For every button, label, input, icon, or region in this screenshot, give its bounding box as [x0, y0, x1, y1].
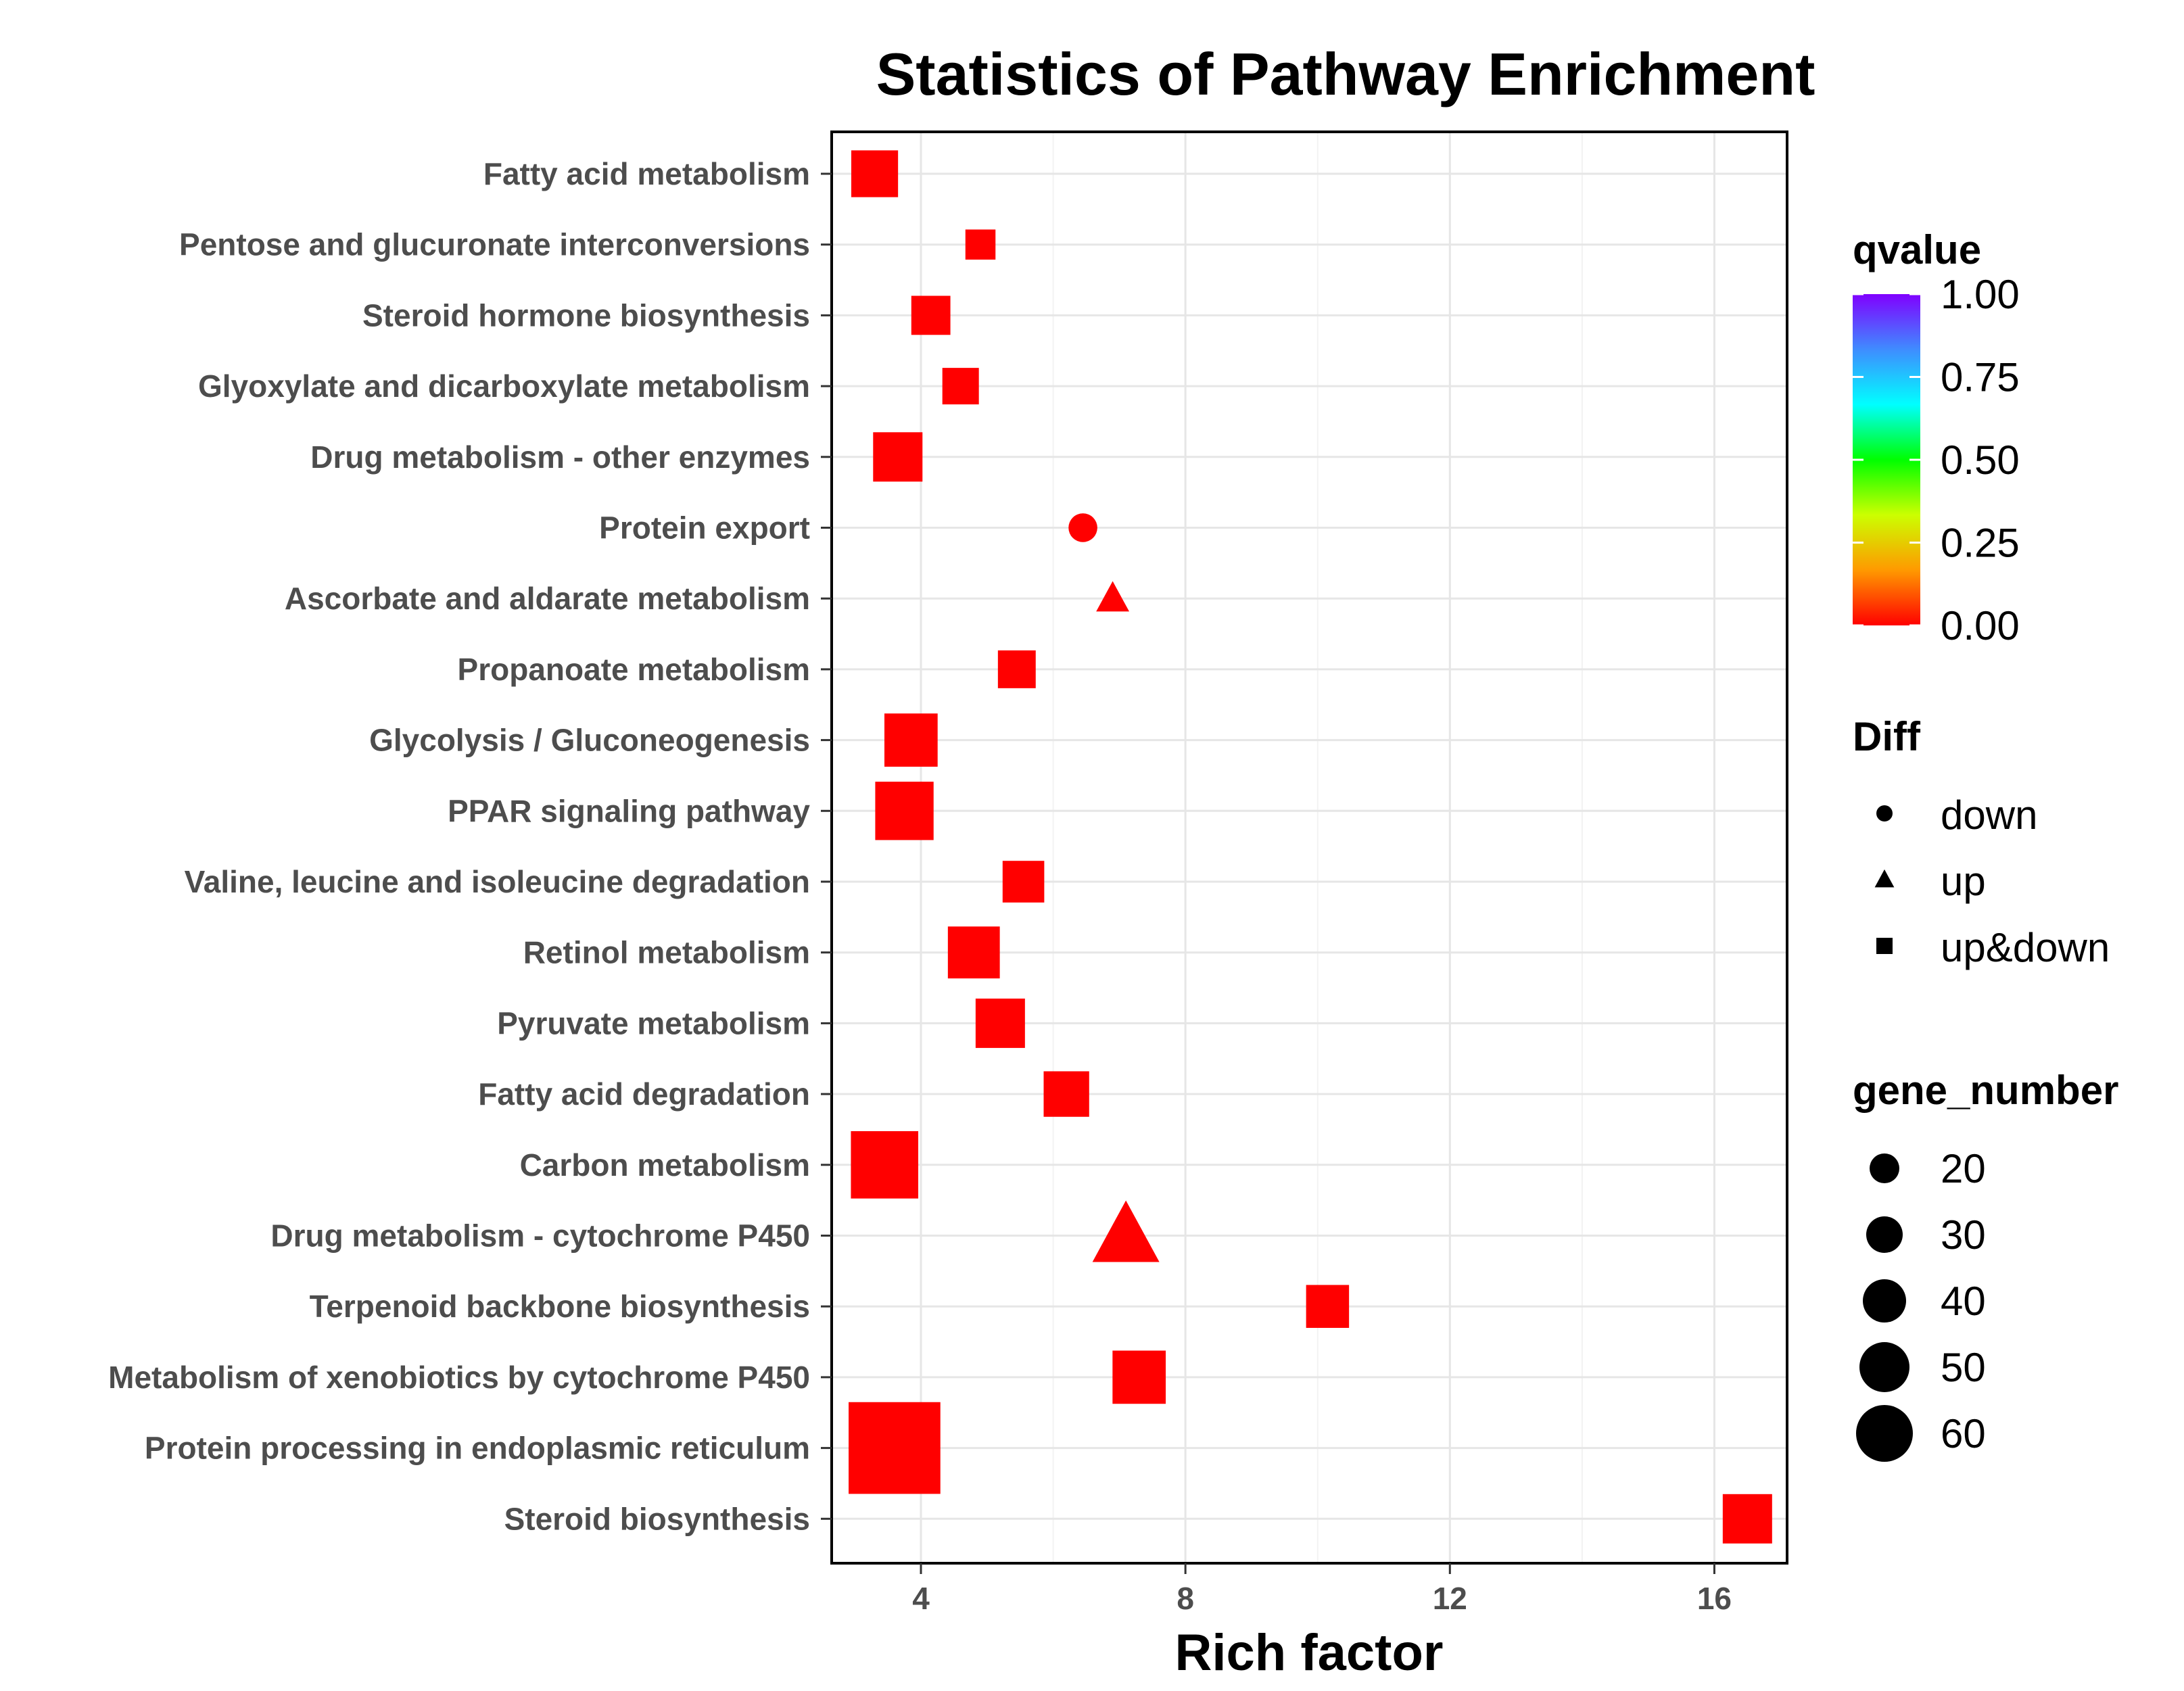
x-tick-label: 12 — [1433, 1581, 1467, 1616]
data-point — [884, 713, 938, 767]
x-axis-title: Rich factor — [1175, 1624, 1444, 1682]
y-tick-label: PPAR signaling pathway — [448, 793, 810, 828]
data-point — [1002, 861, 1045, 903]
y-tick-label: Terpenoid backbone biosynthesis — [310, 1289, 810, 1324]
y-tick-label: Fatty acid degradation — [478, 1076, 810, 1112]
x-tick-label: 16 — [1697, 1581, 1732, 1616]
gene-number-legend-items: 20 30 40 50 60 — [1856, 1146, 1986, 1462]
data-point — [1068, 513, 1097, 542]
qvalue-ticks: 1.00 0.75 0.50 0.25 0.00 — [1853, 272, 2020, 648]
plot-border — [830, 130, 1788, 1565]
grid-major — [832, 132, 1787, 1563]
qvalue-colorbar — [1853, 294, 1920, 625]
data-point — [975, 998, 1025, 1048]
legend-diff-title: Diff — [1853, 714, 1921, 759]
colorbar-tick-label: 0.00 — [1941, 603, 2020, 648]
diff-legend-label: up&down — [1941, 925, 2110, 970]
data-point — [965, 229, 996, 260]
y-tick-label: Retinol metabolism — [523, 935, 810, 970]
y-tick-label: Glycolysis / Gluconeogenesis — [369, 723, 810, 758]
data-point — [849, 1402, 941, 1494]
gene-number-legend-key — [1859, 1342, 1909, 1392]
gene-number-legend-label: 60 — [1941, 1411, 1986, 1456]
y-tick-label: Protein export — [599, 510, 810, 546]
gene-number-legend-label: 50 — [1941, 1345, 1986, 1390]
legend-qvalue-title: qvalue — [1853, 227, 1981, 272]
data-points — [849, 150, 1772, 1544]
data-point — [851, 150, 899, 197]
gene-number-legend-label: 20 — [1941, 1146, 1986, 1191]
diff-legend-key-triangle — [1874, 869, 1895, 888]
data-point — [1306, 1285, 1350, 1328]
legend-gene-number-title: gene_number — [1853, 1068, 2118, 1113]
y-tick-label: Protein processing in endoplasmic reticu… — [145, 1431, 810, 1466]
x-tick-label: 4 — [912, 1581, 930, 1616]
gene-number-legend-key — [1856, 1405, 1913, 1462]
gene-number-legend-key — [1863, 1279, 1906, 1323]
data-point — [851, 1131, 919, 1199]
data-point — [1112, 1350, 1166, 1404]
x-axis-ticks: 4 8 12 16 — [912, 1563, 1732, 1616]
y-tick-label: Drug metabolism - cytochrome P450 — [270, 1218, 810, 1254]
y-tick-label: Pentose and glucuronate interconversions — [179, 227, 810, 262]
data-point — [873, 432, 923, 482]
data-point — [942, 368, 979, 405]
y-tick-label: Metabolism of xenobiotics by cytochrome … — [108, 1360, 810, 1395]
legend: qvalue 1.00 0.75 0.50 0.25 0.00 Diff down up u… — [1853, 227, 2118, 1462]
diff-legend-key-circle — [1876, 805, 1893, 821]
x-tick-label: 8 — [1177, 1581, 1194, 1616]
colorbar-tick-label: 0.25 — [1941, 521, 2020, 566]
y-tick-label: Ascorbate and aldarate metabolism — [285, 581, 810, 616]
diff-legend-label: down — [1941, 792, 2037, 838]
data-point — [1722, 1494, 1772, 1544]
y-tick-label: Carbon metabolism — [520, 1147, 810, 1183]
chart-title: Statistics of Pathway Enrichment — [876, 41, 1815, 108]
data-point — [1043, 1071, 1089, 1117]
gene-number-legend-key — [1870, 1153, 1899, 1183]
colorbar-tick-label: 0.75 — [1941, 355, 2020, 400]
diff-legend-items: down up up&down — [1874, 792, 2110, 970]
y-tick-label: Steroid hormone biosynthesis — [362, 297, 810, 333]
data-point — [875, 782, 934, 840]
plot-background — [832, 132, 1787, 1563]
colorbar-tick-label: 1.00 — [1941, 272, 2020, 317]
y-tick-label: Valine, leucine and isoleucine degradati… — [185, 864, 810, 899]
y-tick-label: Steroid biosynthesis — [504, 1501, 810, 1536]
diff-legend-label: up — [1941, 859, 1986, 904]
data-point — [1092, 1200, 1160, 1262]
data-point — [911, 295, 951, 335]
y-tick-label: Fatty acid metabolism — [483, 156, 810, 191]
diff-legend-key-square — [1876, 938, 1893, 954]
gene-number-legend-label: 40 — [1941, 1279, 1986, 1324]
y-tick-label: Glyoxylate and dicarboxylate metabolism — [198, 368, 810, 404]
data-point — [1096, 581, 1130, 612]
data-point — [997, 650, 1036, 688]
data-point — [947, 926, 1000, 979]
y-tick-label: Drug metabolism - other enzymes — [310, 439, 810, 475]
y-tick-label: Pyruvate metabolism — [497, 1005, 810, 1041]
y-axis-labels: Fatty acid metabolism Pentose and glucuro… — [108, 156, 832, 1536]
y-tick-label: Propanoate metabolism — [458, 652, 810, 687]
gene-number-legend-label: 30 — [1941, 1212, 1986, 1258]
colorbar-tick-label: 0.50 — [1941, 437, 2020, 483]
gene-number-legend-key — [1866, 1216, 1903, 1253]
